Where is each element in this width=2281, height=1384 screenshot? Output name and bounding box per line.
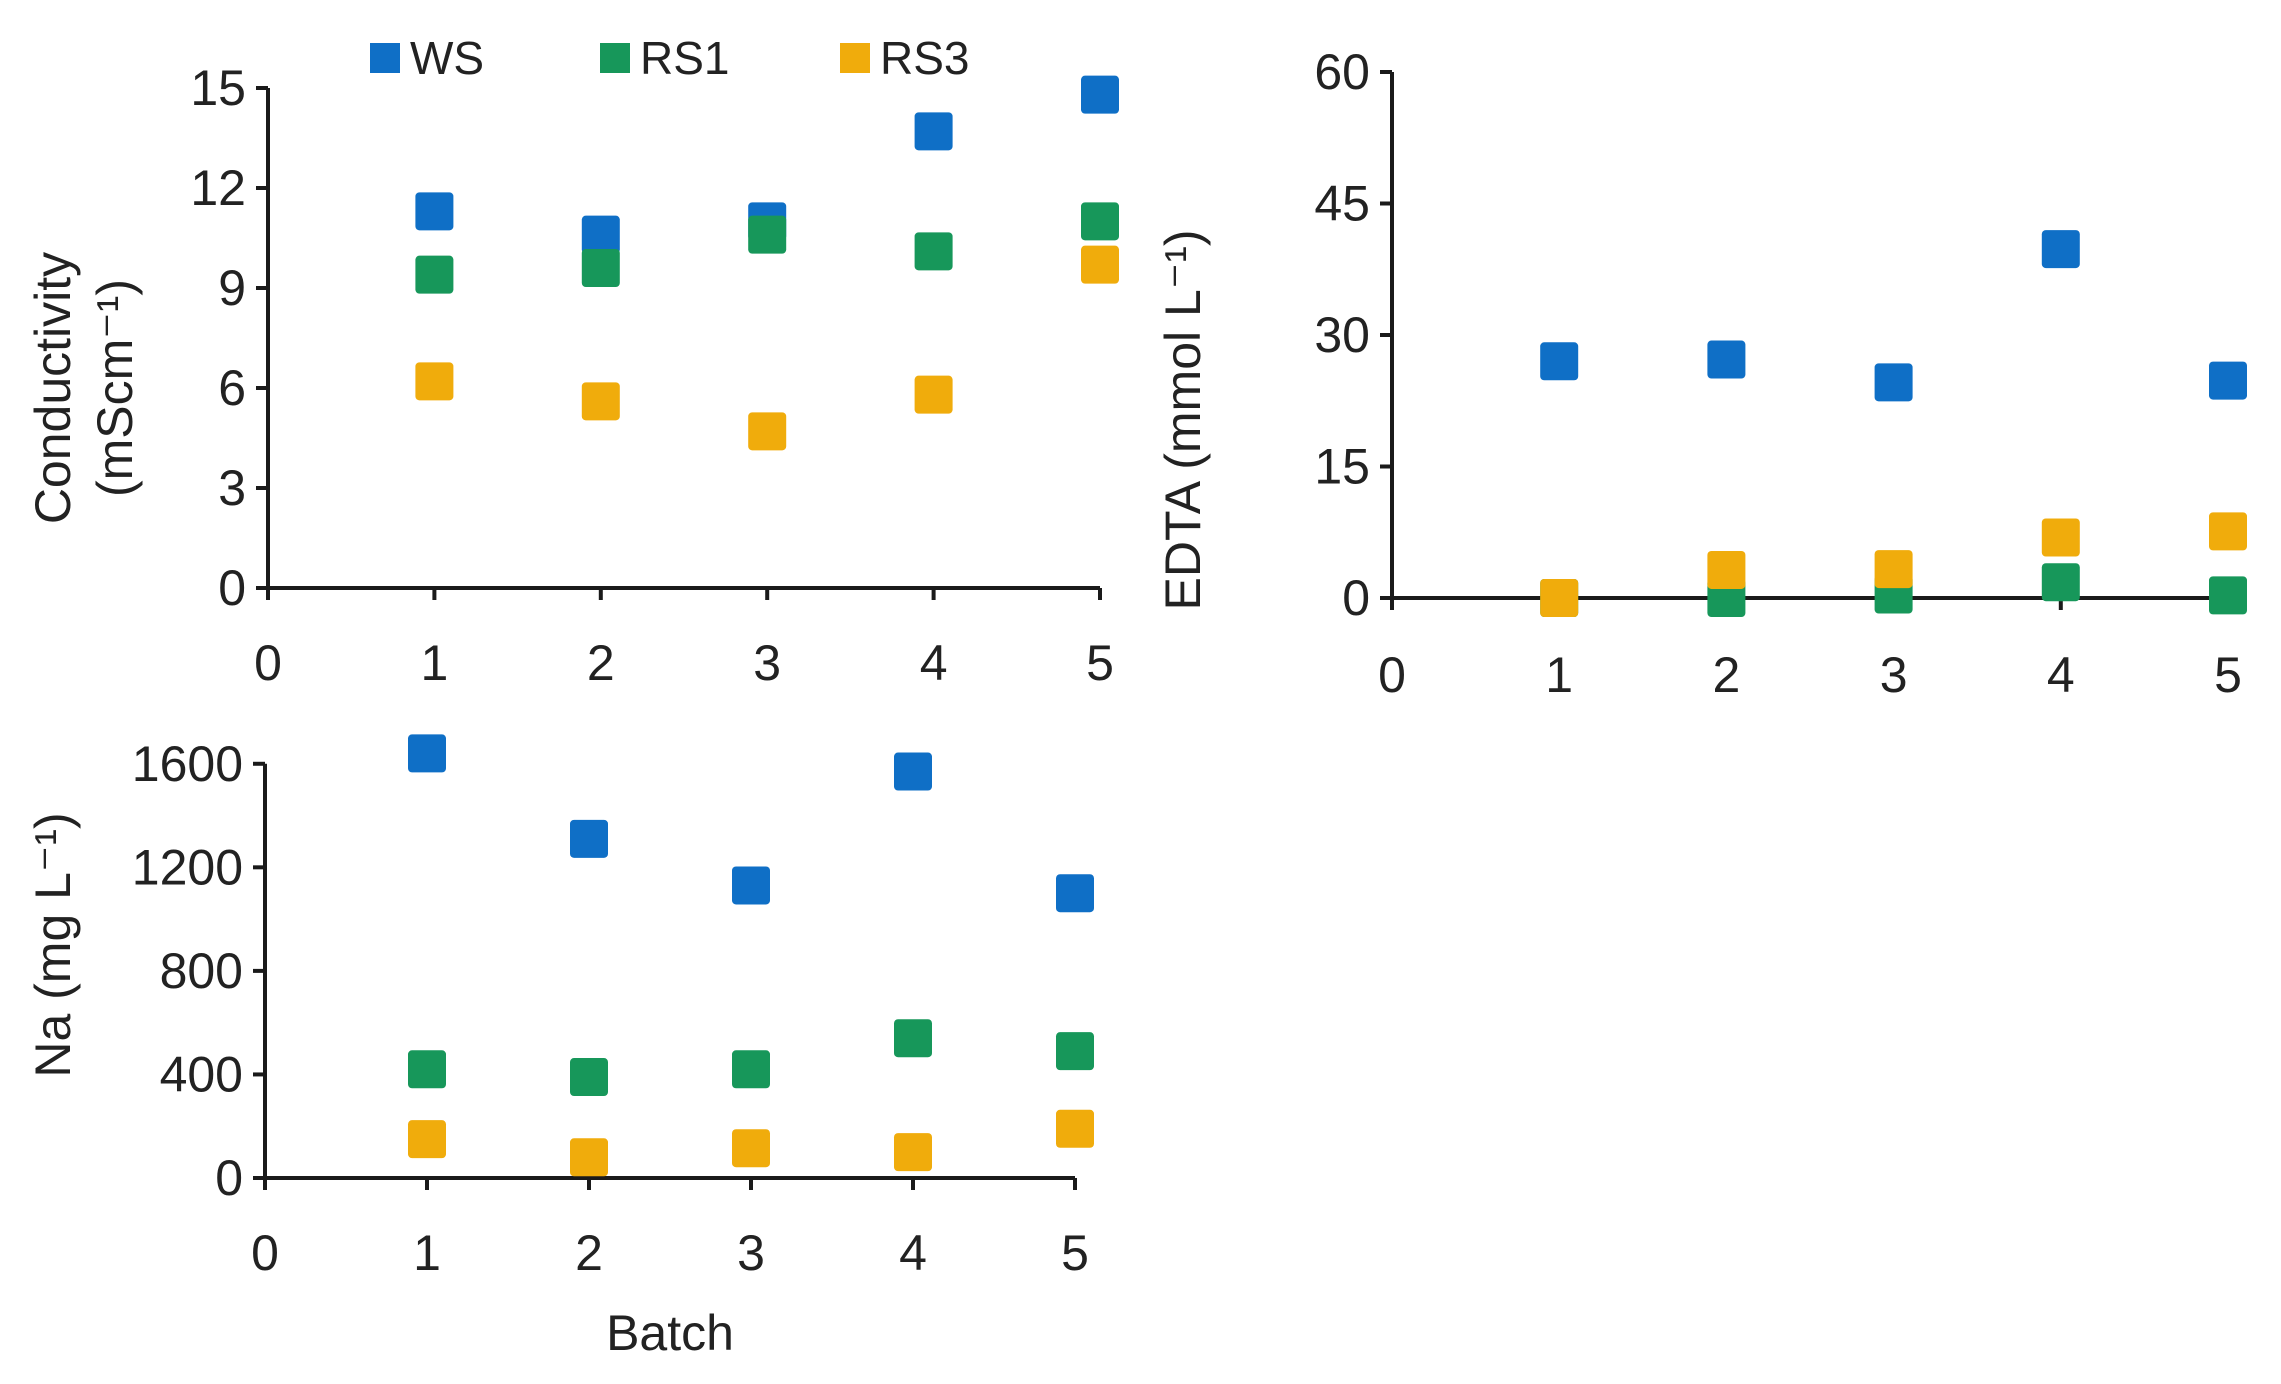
legend: WS RS1 RS3: [370, 32, 969, 84]
y-tick-label: 3: [218, 460, 246, 516]
x-axis-title: Batch: [606, 1305, 734, 1361]
x-tick-label: 2: [1712, 647, 1740, 703]
x-tick-label: 3: [737, 1225, 765, 1281]
x-tick-label: 1: [413, 1225, 441, 1281]
y-tick-label: 15: [1314, 439, 1370, 495]
y-tick-label: 0: [1342, 570, 1370, 626]
x-tick-label: 5: [2214, 647, 2242, 703]
point-ws: [1056, 874, 1094, 913]
y-tick-label: 12: [190, 160, 246, 216]
y-tick-label: 800: [160, 943, 243, 999]
point-ws: [894, 752, 932, 791]
y-tick-label: 0: [215, 1150, 243, 1206]
y-tick-label: 9: [218, 260, 246, 316]
y-tick-label: 60: [1314, 44, 1370, 100]
point-rs3: [748, 412, 787, 451]
point-rs3: [2209, 512, 2247, 551]
x-tick-label: 4: [920, 635, 948, 691]
point-ws: [1540, 342, 1579, 381]
point-ws: [914, 112, 953, 151]
point-ws: [581, 215, 620, 254]
x-tick-label: 3: [1880, 647, 1908, 703]
point-rs3: [408, 1120, 446, 1159]
y-tick-label: 30: [1314, 307, 1370, 363]
point-ws: [2209, 361, 2247, 400]
point-rs3: [2041, 518, 2080, 557]
y-axis-title: EDTA (mmol L⁻¹): [1155, 229, 1211, 610]
y-axis-title: (mScm⁻¹): [87, 279, 143, 497]
x-tick-label: 2: [575, 1225, 603, 1281]
x-tick-label: 1: [1545, 647, 1573, 703]
point-rs3: [894, 1133, 932, 1172]
point-ws: [570, 819, 608, 858]
y-tick-label: 400: [160, 1046, 243, 1102]
point-ws: [2041, 230, 2080, 269]
legend-marker-rs1: [600, 43, 630, 73]
y-tick-label: 6: [218, 360, 246, 416]
point-rs1: [570, 1058, 608, 1097]
y-tick-label: 1600: [132, 736, 243, 792]
legend-label-ws: WS: [410, 32, 484, 84]
point-rs3: [1874, 550, 1913, 589]
x-tick-label: 0: [254, 635, 282, 691]
point-rs3: [581, 382, 620, 421]
point-ws: [1874, 363, 1913, 402]
sodium-panel: 0 400 800 1200 1600 0 1 2 3 4 5 Na (mg L⁻¹) Batch: [25, 734, 1094, 1361]
y-tick-label: 15: [190, 60, 246, 116]
point-rs1: [2041, 563, 2080, 602]
point-rs3: [415, 362, 454, 401]
x-tick-label: 3: [753, 635, 781, 691]
x-tick-label: 4: [899, 1225, 927, 1281]
x-tick-label: 5: [1086, 635, 1114, 691]
legend-marker-ws: [370, 43, 400, 73]
point-rs3: [914, 375, 953, 414]
point-rs1: [581, 249, 620, 287]
point-ws: [415, 192, 454, 231]
legend-marker-rs3: [840, 43, 870, 73]
x-tick-label: 2: [587, 635, 615, 691]
x-tick-label: 1: [420, 635, 448, 691]
point-ws: [1707, 340, 1746, 379]
y-tick-label: 1200: [132, 839, 243, 895]
point-rs1: [415, 255, 454, 294]
point-ws: [732, 866, 770, 905]
point-ws: [408, 734, 446, 773]
x-tick-label: 5: [1061, 1225, 1089, 1281]
x-tick-label: 0: [1378, 647, 1406, 703]
point-rs1: [1081, 202, 1119, 241]
point-rs1: [1056, 1032, 1094, 1071]
point-rs3: [1081, 245, 1119, 284]
y-axis-title: Na (mg L⁻¹): [25, 812, 81, 1077]
y-axis-title: Conductivity: [25, 252, 81, 524]
point-rs1: [408, 1050, 446, 1089]
legend-label-rs1: RS1: [640, 32, 729, 84]
point-rs1: [894, 1019, 932, 1058]
point-rs3: [1056, 1109, 1094, 1148]
point-rs1: [732, 1050, 770, 1089]
x-tick-label: 0: [251, 1225, 279, 1281]
point-rs1: [748, 215, 787, 254]
point-rs3: [570, 1138, 608, 1177]
point-rs3: [1540, 579, 1579, 617]
y-tick-label: 45: [1314, 176, 1370, 232]
point-rs1: [2209, 576, 2247, 615]
x-tick-label: 4: [2047, 647, 2075, 703]
point-rs3: [732, 1129, 770, 1168]
y-tick-label: 0: [218, 560, 246, 616]
point-rs3: [1707, 550, 1746, 589]
legend-label-rs3: RS3: [880, 32, 969, 84]
point-ws: [1081, 75, 1119, 114]
point-rs1: [914, 232, 953, 271]
